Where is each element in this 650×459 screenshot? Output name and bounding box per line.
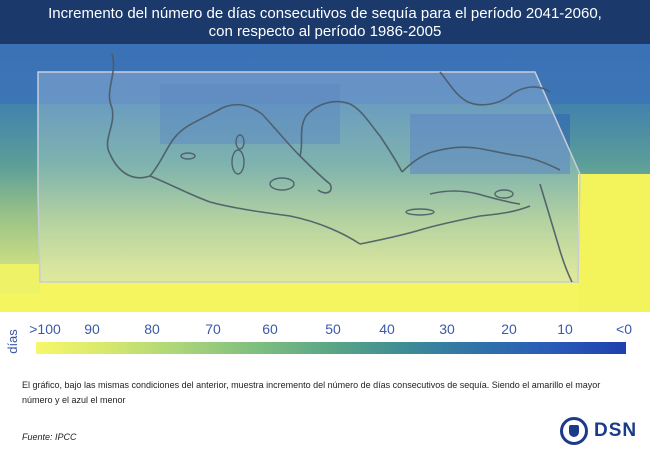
source-note: Fuente: IPCC bbox=[22, 432, 77, 442]
corsica bbox=[235, 134, 245, 150]
legend-tick: 80 bbox=[144, 321, 160, 337]
legend-tick: 50 bbox=[325, 321, 341, 337]
legend-tick-labels: >100 90 80 70 60 50 40 30 20 10 <0 bbox=[29, 321, 632, 341]
coastlines bbox=[106, 53, 573, 283]
study-region bbox=[37, 71, 581, 283]
dsn-emblem-icon bbox=[560, 417, 588, 445]
dsn-logo-text: DSN bbox=[594, 420, 638, 441]
sicily bbox=[269, 177, 295, 191]
legend-tick: 40 bbox=[379, 321, 395, 337]
title-banner: Incremento del número de días consecutiv… bbox=[0, 0, 650, 44]
legend-tick: 10 bbox=[557, 321, 573, 337]
eastern-blue-zone bbox=[410, 114, 570, 174]
legend-tick: 90 bbox=[84, 321, 100, 337]
map-title-line2: con respecto al período 1986-2005 bbox=[208, 23, 442, 40]
southwest-yellow bbox=[0, 264, 40, 294]
crete bbox=[405, 208, 435, 216]
map-title-line1: Incremento del número de días consecutiv… bbox=[48, 5, 602, 22]
legend-tick: 20 bbox=[501, 321, 517, 337]
dsn-logo: DSN bbox=[560, 417, 640, 447]
western-blue-zone bbox=[160, 84, 340, 144]
map-title: Incremento del número de días consecutiv… bbox=[0, 0, 650, 41]
map-description: El gráfico, bajo las mismas condiciones … bbox=[22, 380, 601, 405]
islands bbox=[180, 134, 514, 216]
balearic-islands bbox=[180, 152, 196, 160]
legend-tick: >100 bbox=[29, 321, 61, 337]
cyprus bbox=[494, 189, 514, 199]
legend-unit-label: días bbox=[4, 322, 22, 362]
drought-map bbox=[0, 44, 650, 312]
legend-tick: 70 bbox=[205, 321, 221, 337]
eastern-yellow-zone bbox=[578, 174, 650, 312]
legend-tick: <0 bbox=[616, 321, 632, 337]
legend-tick: 60 bbox=[262, 321, 278, 337]
sardinia bbox=[231, 149, 245, 175]
legend-colorbar bbox=[36, 342, 626, 354]
legend-tick: 30 bbox=[439, 321, 455, 337]
northern-band bbox=[0, 44, 650, 104]
southern-yellow-band bbox=[0, 282, 650, 312]
legend-unit-text: días bbox=[4, 329, 20, 354]
